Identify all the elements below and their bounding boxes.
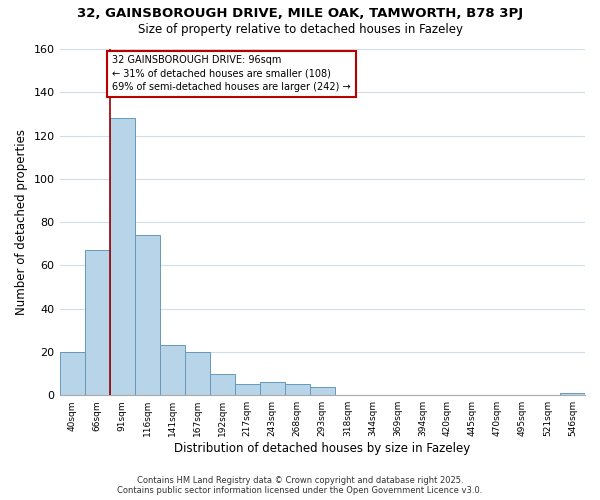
X-axis label: Distribution of detached houses by size in Fazeley: Distribution of detached houses by size …	[174, 442, 470, 455]
Bar	[260, 382, 285, 395]
Bar	[310, 386, 335, 395]
Bar	[134, 235, 160, 395]
Y-axis label: Number of detached properties: Number of detached properties	[15, 129, 28, 315]
Bar	[285, 384, 310, 395]
Bar	[110, 118, 134, 395]
Bar	[235, 384, 260, 395]
Bar	[560, 393, 585, 395]
Text: 32 GAINSBOROUGH DRIVE: 96sqm
← 31% of detached houses are smaller (108)
69% of s: 32 GAINSBOROUGH DRIVE: 96sqm ← 31% of de…	[112, 56, 351, 92]
Bar	[185, 352, 209, 395]
Bar	[160, 346, 185, 395]
Text: Size of property relative to detached houses in Fazeley: Size of property relative to detached ho…	[137, 22, 463, 36]
Bar	[85, 250, 110, 395]
Text: 32, GAINSBOROUGH DRIVE, MILE OAK, TAMWORTH, B78 3PJ: 32, GAINSBOROUGH DRIVE, MILE OAK, TAMWOR…	[77, 8, 523, 20]
Text: Contains HM Land Registry data © Crown copyright and database right 2025.
Contai: Contains HM Land Registry data © Crown c…	[118, 476, 482, 495]
Bar	[209, 374, 235, 395]
Bar	[59, 352, 85, 395]
